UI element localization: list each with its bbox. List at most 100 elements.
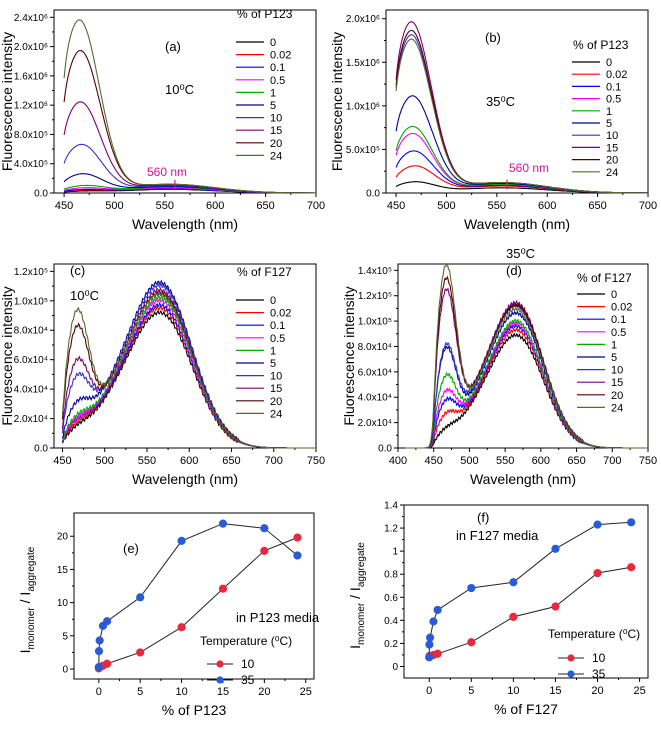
data-point-35 bbox=[593, 520, 602, 529]
legend-entry: 0.5 bbox=[611, 327, 626, 339]
y-tick-label: 5.0x10⁵ bbox=[346, 145, 380, 156]
x-tick-label: 15 bbox=[217, 686, 229, 698]
legend-entry: 5 bbox=[606, 118, 612, 130]
data-point-35 bbox=[433, 605, 442, 615]
legend-entry: 10 bbox=[611, 365, 623, 377]
y-tick-label: 0.0 bbox=[378, 444, 392, 455]
legend-entry: 0.02 bbox=[270, 308, 291, 320]
panel-label: (b) bbox=[485, 30, 501, 45]
x-tick-label: 550 bbox=[488, 200, 506, 212]
legend-entry: 0.1 bbox=[611, 314, 626, 326]
y-tick-label: 0 bbox=[392, 662, 398, 673]
panel-label: (d) bbox=[506, 263, 522, 278]
y-tick-label: 0.6 bbox=[384, 593, 398, 604]
data-point-10 bbox=[177, 623, 186, 632]
chart-panel-d: 400 450 500 550 600 650 700 750 0.0 2.0x10⁴ 4.0x10… bbox=[341, 246, 657, 487]
x-tick-label: 450 bbox=[53, 455, 71, 467]
y-tick-label: 1.2x10⁶ bbox=[14, 101, 48, 112]
data-point-35 bbox=[429, 617, 438, 626]
y-tick-label: 1.4 bbox=[384, 501, 398, 512]
chart-panel-c: 450 500 550 600 650 700 750 0.0 2.0x10⁴ 4.0x10⁴ 6.… bbox=[0, 263, 325, 487]
legend-entry: 35 bbox=[241, 673, 255, 687]
legend-entry: 35 bbox=[592, 667, 606, 681]
x-tick-label: 700 bbox=[265, 455, 283, 467]
data-point-35 bbox=[95, 636, 104, 645]
y-tick-label: 4.0x10⁵ bbox=[14, 159, 48, 170]
x-tick-label: 550 bbox=[156, 200, 174, 212]
x-tick-label: 550 bbox=[138, 455, 156, 467]
legend-entry: 0 bbox=[270, 295, 276, 307]
y-tick-label: 8.0x10⁴ bbox=[14, 326, 48, 337]
legend-entry: 5 bbox=[270, 358, 276, 370]
legend-entry: 5 bbox=[270, 100, 276, 112]
legend-entry: 15 bbox=[270, 125, 282, 137]
y-tick-label: 0.0 bbox=[34, 189, 48, 200]
legend-title: Temperature (⁰C) bbox=[548, 627, 640, 641]
data-point-35 bbox=[260, 524, 269, 533]
x-tick-label: 600 bbox=[532, 455, 550, 467]
panel-label: (e) bbox=[123, 541, 139, 556]
y-tick-label: 1.2x10⁵ bbox=[358, 291, 392, 302]
legend: Temperature (⁰C) 10 35 bbox=[548, 627, 640, 681]
data-point-10 bbox=[103, 659, 112, 668]
x-tick-label: 650 bbox=[588, 200, 606, 212]
legend-entry: 0 bbox=[270, 37, 276, 49]
x-axis-label: % of F127 bbox=[494, 701, 558, 717]
x-tick-label: 750 bbox=[307, 455, 325, 467]
series-line-24 bbox=[405, 262, 648, 449]
x-tick-label: 0 bbox=[426, 685, 432, 697]
y-axis-label: Fluorescence intensity bbox=[341, 286, 357, 425]
series-line-10 bbox=[428, 566, 632, 658]
panel-label: (c) bbox=[70, 263, 85, 278]
series-35 bbox=[94, 519, 302, 672]
legend-entry: 0.5 bbox=[270, 75, 285, 87]
y-axis-label: Fluorescence intensity bbox=[329, 32, 345, 171]
legend-title: % of P123 bbox=[573, 38, 629, 52]
x-tick-label: 500 bbox=[96, 455, 114, 467]
legend-entry: 24 bbox=[611, 402, 623, 414]
x-tick-label: 700 bbox=[603, 455, 621, 467]
legend-entry: 24 bbox=[270, 408, 282, 420]
y-tick-label: 8.0x10⁴ bbox=[358, 342, 392, 353]
data-point-35 bbox=[218, 519, 228, 528]
legend-entry: 20 bbox=[606, 155, 618, 167]
y-label-main: I bbox=[347, 645, 363, 649]
data-point-10 bbox=[218, 584, 228, 593]
y-tick-label: 0 bbox=[62, 665, 68, 676]
y-tick-label: 1.0x10⁵ bbox=[358, 317, 392, 328]
data-point-10 bbox=[260, 546, 269, 555]
x-tick-label: 700 bbox=[639, 200, 657, 212]
data-point-35 bbox=[425, 633, 435, 642]
legend-entry: 0.1 bbox=[606, 81, 621, 93]
x-tick-label: 650 bbox=[567, 455, 585, 467]
plot-frame bbox=[53, 9, 317, 194]
x-axis-label: Wavelength (nm) bbox=[132, 216, 238, 232]
y-tick-label: 0.0 bbox=[366, 189, 380, 200]
x-tick-label: 500 bbox=[460, 455, 478, 467]
legend-entry: 1 bbox=[270, 87, 276, 99]
legend-entry: 10 bbox=[592, 651, 606, 665]
y-tick-label: 4.0x10⁴ bbox=[358, 393, 392, 404]
series-group bbox=[63, 19, 317, 194]
legend-marker bbox=[567, 654, 575, 662]
y-tick-label: 1.0x10⁶ bbox=[346, 101, 380, 112]
x-tick-label: 700 bbox=[307, 200, 325, 212]
y-tick-label: 20 bbox=[57, 532, 69, 543]
legend-entry: 0.5 bbox=[606, 94, 621, 106]
y-tick-label: 1.2 bbox=[384, 524, 398, 535]
data-point-10 bbox=[509, 612, 518, 621]
y-axis-label: Fluorescence intensity bbox=[0, 32, 15, 171]
x-axis-label: Wavelength (nm) bbox=[470, 471, 576, 487]
x-tick-label: 550 bbox=[496, 455, 514, 467]
data-point-35 bbox=[551, 544, 560, 553]
chart-panel-b: 450 500 550 600 650 700 0.0 5.0x10⁵ 1.0x10⁶ 1.5x1… bbox=[329, 9, 657, 232]
legend-entry: 15 bbox=[270, 383, 282, 395]
x-tick-label: 450 bbox=[55, 200, 73, 212]
y-tick-label: 0.8 bbox=[384, 570, 398, 581]
y-axis-label: Imonomer / Iaggregate bbox=[17, 546, 37, 653]
series-line-35 bbox=[98, 523, 298, 668]
legend-entry: 20 bbox=[270, 396, 282, 408]
series-line-5 bbox=[61, 279, 316, 449]
